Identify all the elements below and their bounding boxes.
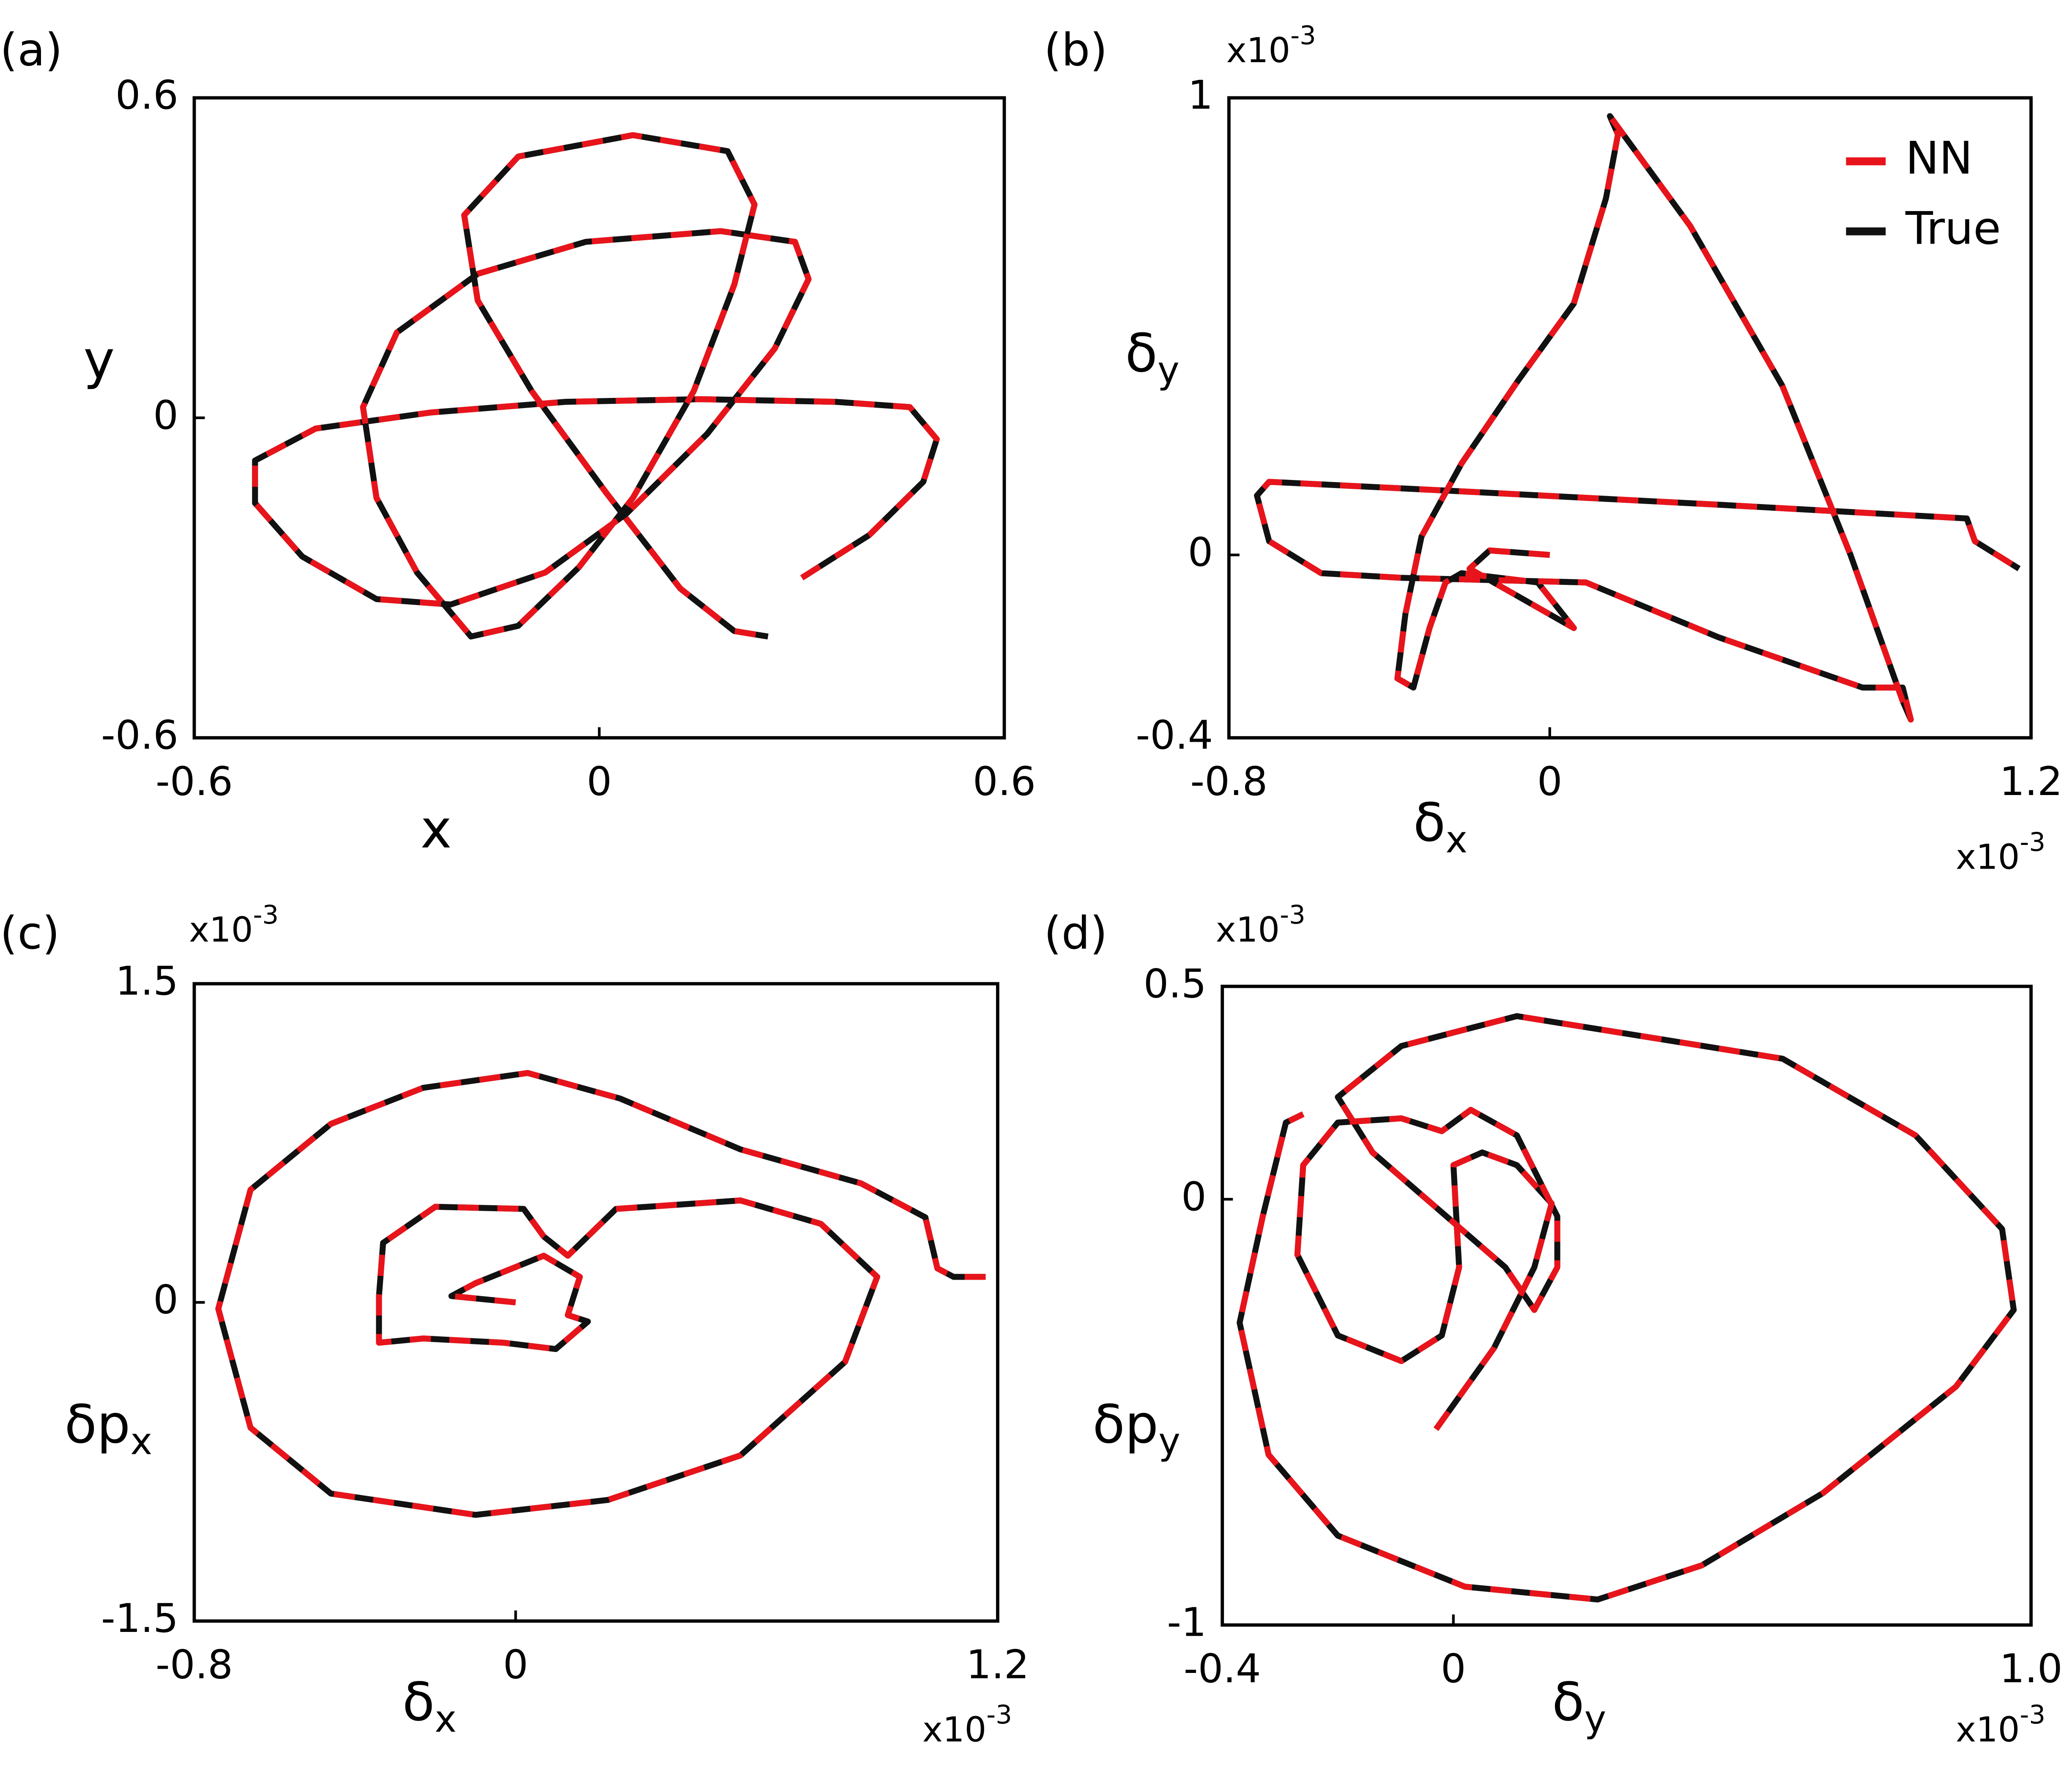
x-tick-label: -0.6 <box>156 759 233 805</box>
x-tick-label: 1.2 <box>966 1642 1029 1688</box>
y-multiplier-main: x10 <box>1216 910 1280 950</box>
y-tick-label: 0.5 <box>1144 961 1207 1007</box>
y-axis-label-main: δ <box>1125 323 1157 384</box>
y-multiplier: x10-3 <box>1216 899 1306 950</box>
y-multiplier-sup: -3 <box>1290 20 1316 50</box>
x-tick-label: -0.8 <box>156 1642 233 1688</box>
y-axis-label-main: δp <box>1092 1394 1158 1455</box>
plot-frame <box>1227 96 2033 740</box>
y-tick-label: -1.5 <box>101 1596 178 1642</box>
panel-label: (d) <box>1044 907 1107 960</box>
y-axis-label: δy <box>1125 323 1179 392</box>
y-axis-label-sub: y <box>1158 1420 1180 1463</box>
y-tick-label: -0.6 <box>101 713 178 759</box>
x-tick-label: -0.4 <box>1184 1646 1261 1692</box>
y-axis-label-main: δp <box>64 1394 130 1455</box>
curve <box>1237 1013 2017 1603</box>
x-multiplier-main: x10 <box>1956 1710 2020 1750</box>
x-axis-label: x <box>420 799 452 860</box>
curve <box>252 132 940 640</box>
x-multiplier-main: x10 <box>922 1710 986 1750</box>
x-axis-label-main: δ <box>1552 1672 1584 1733</box>
curve <box>215 1070 986 1518</box>
y-tick-label: 0 <box>1181 1174 1207 1220</box>
y-multiplier-main: x10 <box>189 910 253 950</box>
y-tick-label: 1 <box>1188 72 1213 118</box>
y-axis-label-sub: y <box>1158 349 1180 392</box>
x-axis-label: δy <box>1552 1672 1606 1741</box>
plot-frame <box>192 982 999 1623</box>
x-tick-label: 1.0 <box>2000 1646 2063 1692</box>
y-tick-label: 0 <box>1188 529 1213 576</box>
plot-frame <box>1221 984 2033 1627</box>
x-tick-label: 0.6 <box>973 759 1036 805</box>
x-multiplier: x10-3 <box>922 1700 1012 1750</box>
x-tick-label: 0 <box>587 759 612 805</box>
x-axis-label: δx <box>402 1672 457 1741</box>
panel-label: (c) <box>0 907 60 960</box>
panel-label: (b) <box>1044 24 1107 76</box>
x-multiplier: x10-3 <box>1956 827 2045 877</box>
curve <box>1254 113 2021 723</box>
curve <box>1254 113 2021 723</box>
curve <box>215 1070 986 1518</box>
x-tick-label: 0 <box>1537 759 1563 805</box>
y-multiplier: x10-3 <box>1226 20 1316 71</box>
x-axis-label-sub: y <box>1584 1697 1606 1741</box>
x-tick-label: 1.2 <box>2000 759 2063 805</box>
x-multiplier: x10-3 <box>1956 1700 2045 1750</box>
x-multiplier-sup: -3 <box>2020 827 2045 857</box>
y-tick-label: -1 <box>1167 1600 1206 1646</box>
x-tick-label: -0.8 <box>1190 759 1267 805</box>
x-axis-label-sub: x <box>1445 818 1467 861</box>
legend-label: True <box>1905 202 2001 255</box>
y-tick-label: 0 <box>153 392 178 439</box>
x-multiplier-main: x10 <box>1956 838 2020 877</box>
y-multiplier: x10-3 <box>189 899 279 950</box>
x-tick-label: 0 <box>503 1642 528 1688</box>
y-axis-label-sub: x <box>130 1420 152 1463</box>
legend-label: NN <box>1905 132 1973 185</box>
y-axis-label: y <box>83 329 115 391</box>
y-multiplier-sup: -3 <box>1280 899 1306 930</box>
y-axis-label: δpy <box>1092 1394 1180 1463</box>
x-multiplier-sup: -3 <box>986 1700 1012 1730</box>
y-tick-label: -0.4 <box>1136 713 1213 759</box>
curve <box>1237 1013 2017 1603</box>
y-multiplier-main: x10 <box>1226 31 1290 71</box>
plot-frame <box>192 96 1006 740</box>
x-tick-label: 0 <box>1441 1646 1466 1692</box>
x-axis-label-main: δ <box>1413 792 1445 853</box>
y-tick-label: 1.5 <box>115 958 178 1004</box>
curve <box>252 132 940 640</box>
y-tick-label: 0.6 <box>115 72 178 118</box>
x-axis-label-sub: x <box>435 1697 457 1741</box>
y-multiplier-sup: -3 <box>253 899 279 930</box>
x-axis-label: δx <box>1413 792 1467 861</box>
x-multiplier-sup: -3 <box>2020 1700 2045 1730</box>
y-tick-label: 0 <box>153 1277 178 1323</box>
panel-label: (a) <box>0 24 63 76</box>
y-axis-label: δpx <box>64 1394 152 1463</box>
x-axis-label-main: δ <box>402 1672 435 1733</box>
